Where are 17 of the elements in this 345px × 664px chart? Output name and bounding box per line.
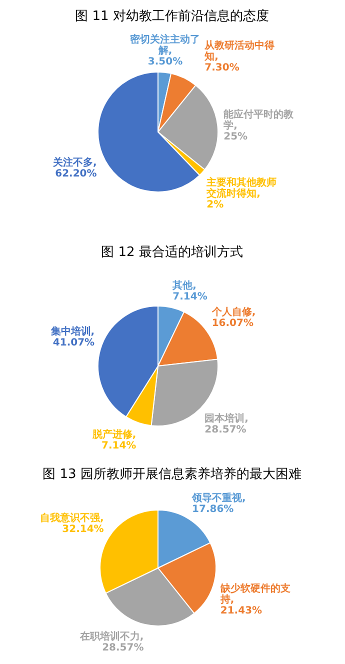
- title: 图 11 对幼教工作前沿信息的态度: [75, 9, 269, 24]
- data-label: 个人自修, 16.07%: [212, 306, 256, 329]
- title: 图 12 最合适的培训方式: [101, 245, 243, 260]
- data-label: 能应付平时的教学, 25%: [224, 109, 294, 142]
- data-label: 主要和其他教师交流时得知, 2%: [206, 178, 277, 211]
- data-label: 在职培训不力, 28.57%: [80, 631, 144, 654]
- data-label: 从教研活动中得知, 7.30%: [204, 40, 275, 74]
- data-label: 脱产进修, 7.14%: [92, 429, 136, 452]
- data-label: 集中培训, 41.07%: [50, 326, 95, 349]
- data-label: 缺少软硬件的支持, 21.43%: [220, 583, 290, 616]
- data-label: 领导不重视, 17.86%: [192, 492, 246, 515]
- data-label: 园本培训, 28.57%: [204, 414, 248, 436]
- title: 图 13 园所教师开展信息素养培养的最大困难: [42, 467, 302, 482]
- data-label: 密切关注主动了解, 3.50%: [130, 34, 200, 68]
- data-label: 自我意识不强, 32.14%: [40, 512, 104, 535]
- data-label: 关注不多, 62.20%: [52, 158, 97, 180]
- data-label: 其他, 7.14%: [172, 280, 208, 303]
